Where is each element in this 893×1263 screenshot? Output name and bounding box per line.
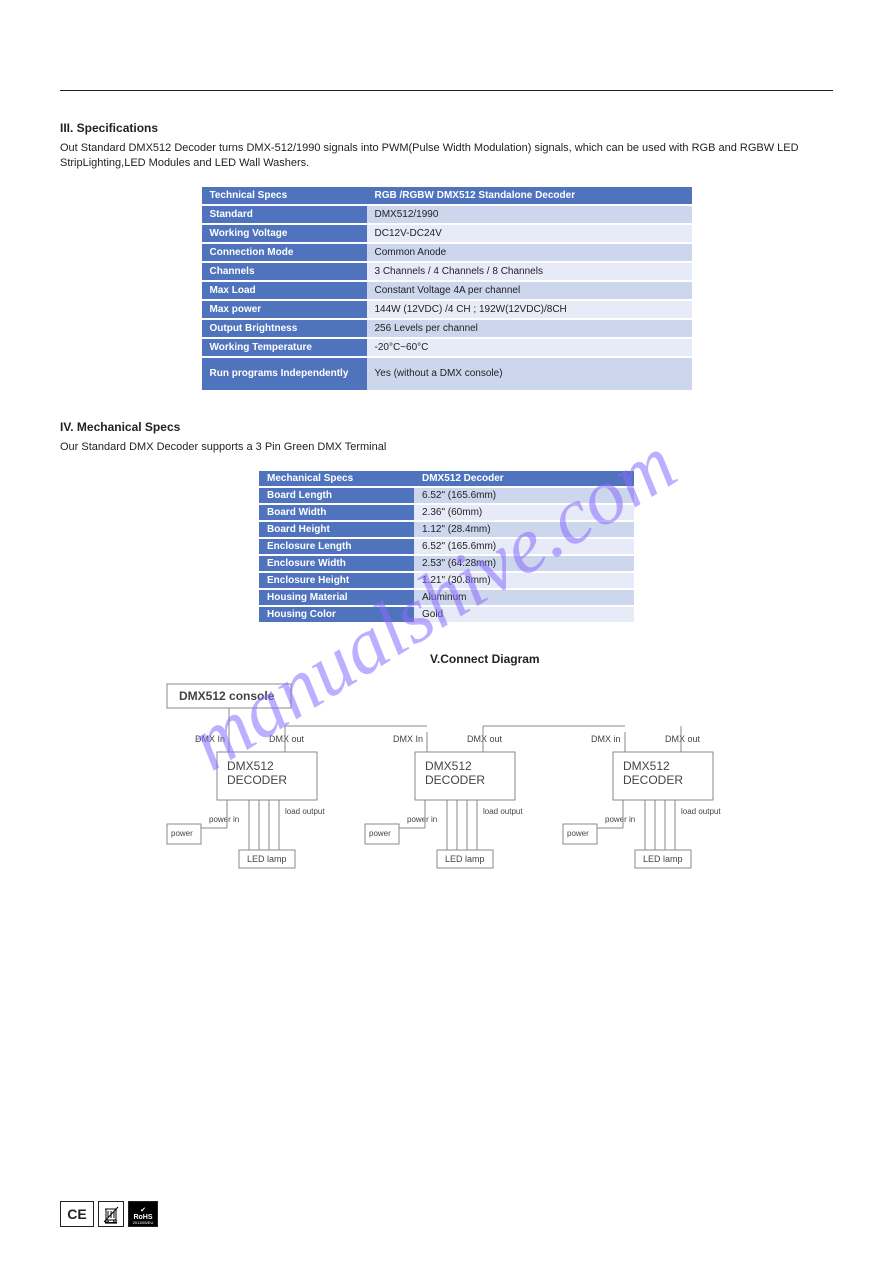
spec-table-head-left: Technical Specs (202, 187, 367, 204)
table-row-label: Working Temperature (202, 339, 367, 356)
mech-table-head-right: DMX512 Decoder (414, 471, 634, 486)
svg-text:power: power (369, 829, 391, 838)
cert-badges: CE ✔ RoHS 2011/65/EU (60, 1201, 158, 1227)
svg-text:DECODER: DECODER (623, 773, 683, 787)
connect-diagram: DMX512 console DMX InDMX outDMX512DECODE… (147, 676, 747, 936)
svg-text:LED lamp: LED lamp (643, 854, 683, 864)
table-row-label: Standard (202, 206, 367, 223)
rohs-sub: 2011/65/EU (133, 1221, 154, 1225)
svg-text:load output: load output (681, 807, 721, 816)
svg-text:load output: load output (285, 807, 325, 816)
section3-desc: Out Standard DMX512 Decoder turns DMX-51… (60, 141, 833, 171)
svg-text:power in: power in (407, 815, 437, 824)
svg-text:power: power (567, 829, 589, 838)
table-row-label: Enclosure Width (259, 556, 414, 571)
spec-table: Technical Specs RGB /RGBW DMX512 Standal… (202, 185, 692, 392)
svg-text:power: power (171, 829, 193, 838)
svg-text:load output: load output (483, 807, 523, 816)
weee-badge (98, 1201, 124, 1227)
table-row-value: 3 Channels / 4 Channels / 8 Channels (367, 263, 692, 280)
table-row-label: Channels (202, 263, 367, 280)
connect-diagram-title: V.Connect Diagram (430, 652, 833, 666)
table-row-label: Board Length (259, 488, 414, 503)
spec-table-head-right: RGB /RGBW DMX512 Standalone Decoder (367, 187, 692, 204)
section4-heading: IV. Mechanical Specs (60, 420, 833, 434)
svg-text:power in: power in (209, 815, 239, 824)
svg-text:DMX512: DMX512 (227, 759, 274, 773)
svg-text:LED lamp: LED lamp (247, 854, 287, 864)
table-row-label: Board Width (259, 505, 414, 520)
mech-table: Mechanical Specs DMX512 Decoder Board Le… (259, 469, 634, 624)
table-row-value: 1.12" (28.4mm) (414, 522, 634, 537)
svg-text:DECODER: DECODER (425, 773, 485, 787)
ce-label: CE (67, 1206, 86, 1222)
diagram-console-label: DMX512 console (179, 689, 275, 703)
table-row-value: Aluminum (414, 590, 634, 605)
table-row-value: -20°C~60°C (367, 339, 692, 356)
svg-text:DMX512: DMX512 (623, 759, 670, 773)
svg-text:DMX512: DMX512 (425, 759, 472, 773)
svg-text:DMX out: DMX out (269, 734, 305, 744)
table-row-value: Yes (without a DMX console) (367, 358, 692, 390)
table-row-value: 6.52" (165.6mm) (414, 488, 634, 503)
table-row-value: Gold (414, 607, 634, 622)
table-row-label: Run programs Independently (202, 358, 367, 390)
table-row-label: Enclosure Length (259, 539, 414, 554)
section3-heading: III. Specifications (60, 121, 833, 135)
svg-text:DMX out: DMX out (467, 734, 503, 744)
table-row-label: Output Brightness (202, 320, 367, 337)
header-divider (60, 90, 833, 91)
table-row-label: Enclosure Height (259, 573, 414, 588)
table-row-label: Max Load (202, 282, 367, 299)
table-row-label: Housing Color (259, 607, 414, 622)
table-row-value: 6.52" (165.6mm) (414, 539, 634, 554)
table-row-value: Constant Voltage 4A per channel (367, 282, 692, 299)
table-row-value: 1.21" (30.8mm) (414, 573, 634, 588)
table-row-label: Board Height (259, 522, 414, 537)
table-row-value: DC12V-DC24V (367, 225, 692, 242)
table-row-label: Housing Material (259, 590, 414, 605)
ce-badge: CE (60, 1201, 94, 1227)
table-row-value: 2.53" (64.28mm) (414, 556, 634, 571)
svg-text:DMX In: DMX In (195, 734, 225, 744)
table-row-value: 144W (12VDC) /4 CH ; 192W(12VDC)/8CH (367, 301, 692, 318)
table-row-value: 2.36" (60mm) (414, 505, 634, 520)
svg-text:LED lamp: LED lamp (445, 854, 485, 864)
table-row-label: Connection Mode (202, 244, 367, 261)
mech-table-head-left: Mechanical Specs (259, 471, 414, 486)
svg-text:DMX in: DMX in (591, 734, 621, 744)
check-icon: ✔ (140, 1207, 146, 1214)
table-row-label: Working Voltage (202, 225, 367, 242)
svg-text:DECODER: DECODER (227, 773, 287, 787)
table-row-value: 256 Levels per channel (367, 320, 692, 337)
table-row-value: DMX512/1990 (367, 206, 692, 223)
svg-text:power in: power in (605, 815, 635, 824)
section4-desc: Our Standard DMX Decoder supports a 3 Pi… (60, 440, 833, 455)
svg-text:DMX out: DMX out (665, 734, 701, 744)
rohs-badge: ✔ RoHS 2011/65/EU (128, 1201, 158, 1227)
svg-text:DMX In: DMX In (393, 734, 423, 744)
table-row-label: Max power (202, 301, 367, 318)
table-row-value: Common Anode (367, 244, 692, 261)
